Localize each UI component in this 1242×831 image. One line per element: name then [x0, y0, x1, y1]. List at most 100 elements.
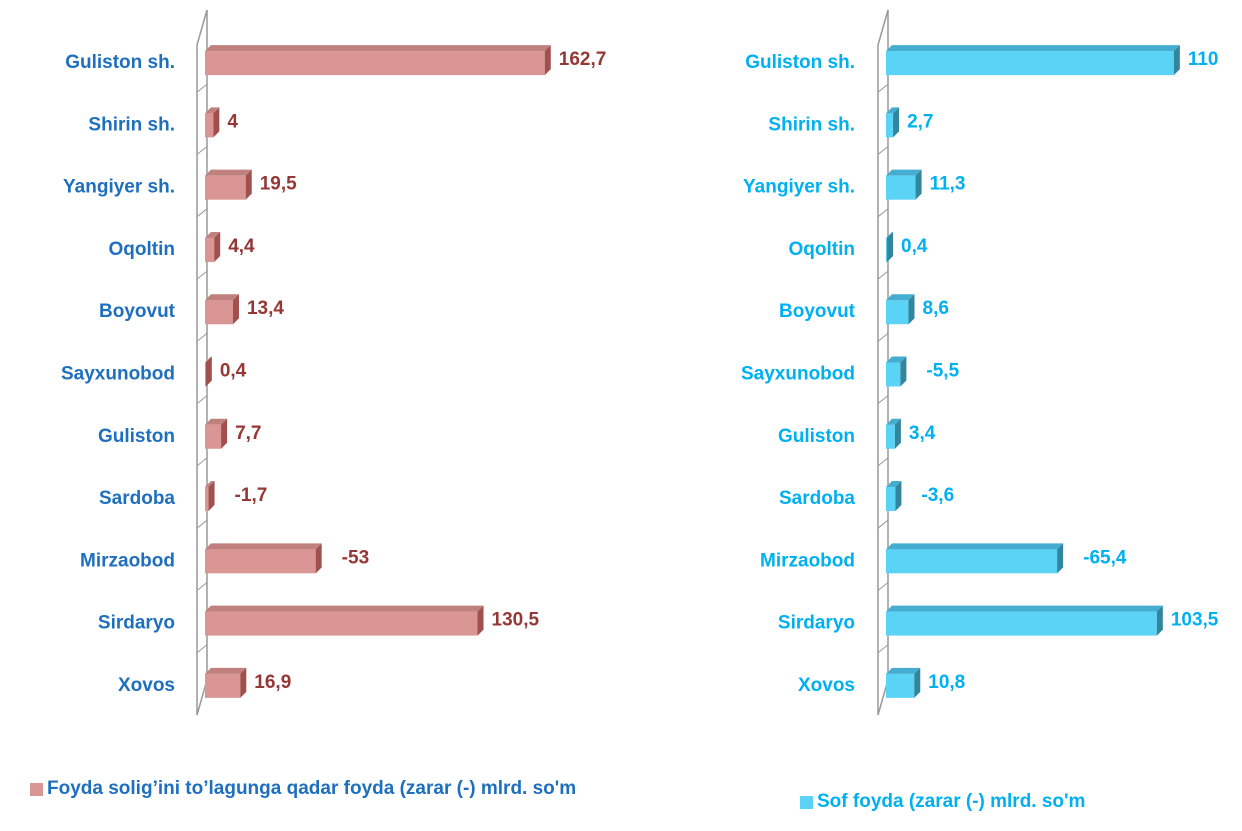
axis-tick — [196, 582, 208, 591]
bar-top — [205, 294, 239, 301]
value-label: 16,9 — [254, 672, 291, 693]
value-label: 2,7 — [907, 111, 933, 132]
value-label: 11,3 — [930, 174, 966, 195]
bar-top — [886, 356, 907, 363]
bar — [886, 424, 895, 449]
bar-top — [205, 481, 215, 488]
bar-top — [886, 543, 1064, 550]
value-label: -1,7 — [235, 485, 268, 506]
bar — [205, 362, 206, 387]
bar-side — [1156, 605, 1163, 636]
legend-label: Foyda solig’ini to’lagunga qadar foyda (… — [47, 778, 577, 799]
bar — [886, 113, 894, 138]
bar — [205, 549, 316, 574]
bar — [205, 51, 545, 76]
value-label: 130,5 — [492, 610, 540, 631]
bar — [886, 487, 896, 512]
bar-top — [886, 605, 1163, 612]
value-label: 4 — [227, 111, 238, 132]
bar-side — [315, 543, 322, 574]
axis-tick — [877, 83, 889, 93]
category-label: Oqoltin — [109, 239, 175, 260]
axis-tick — [877, 644, 889, 654]
axis-tick — [877, 208, 889, 218]
bar-side — [205, 356, 212, 387]
legend-right: Sof foyda (zarar (-) mlrd. so'm — [800, 791, 1085, 813]
bar — [205, 175, 246, 200]
value-label: -5,5 — [926, 361, 959, 382]
category-label: Sardoba — [779, 488, 855, 509]
bar — [205, 237, 215, 262]
value-label: 0,4 — [220, 361, 247, 382]
bar-side — [915, 169, 922, 200]
category-label: Yangiyer sh. — [743, 177, 855, 198]
bar — [886, 300, 909, 325]
axis-tick — [877, 519, 889, 529]
bar — [886, 673, 915, 698]
legend-swatch — [800, 796, 813, 809]
bar — [886, 237, 888, 262]
value-label: 110 — [1188, 49, 1219, 70]
category-label: Shirin sh. — [768, 114, 855, 135]
bar-top — [205, 231, 221, 238]
bar-side — [1173, 45, 1180, 76]
bar-side — [477, 605, 484, 636]
bar-side — [214, 231, 221, 262]
bar-side — [245, 169, 252, 200]
category-label: Mirzaobod — [80, 550, 175, 571]
category-label: Oqoltin — [789, 239, 855, 260]
bar — [205, 611, 478, 636]
axis-tick — [196, 146, 208, 155]
bar — [205, 424, 222, 449]
bar-side — [895, 481, 902, 512]
category-label: Boyovut — [99, 301, 176, 322]
category-label: Xovos — [798, 675, 855, 696]
legend-label: Sof foyda (zarar (-) mlrd. so'm — [817, 791, 1086, 812]
value-label: -3,6 — [921, 485, 954, 506]
bar-top — [205, 418, 228, 425]
axis-tick — [196, 519, 208, 529]
bar-top — [886, 667, 921, 674]
category-label: Sardoba — [99, 488, 175, 509]
category-label: Guliston — [98, 426, 175, 447]
bar-side — [1057, 543, 1064, 574]
bar-side — [544, 45, 551, 76]
axis-tick — [196, 457, 208, 467]
bar-top — [205, 605, 484, 612]
axis-line — [196, 9, 208, 46]
bar-top — [886, 481, 902, 488]
bar-top — [205, 356, 212, 363]
legend-left: Foyda solig’ini to’lagunga qadar foyda (… — [30, 778, 690, 800]
bar — [886, 175, 916, 200]
bar-side — [914, 667, 921, 698]
bar-side — [213, 107, 220, 138]
bar-side — [908, 294, 915, 325]
bar-side — [221, 418, 228, 449]
bar-top — [886, 169, 922, 176]
value-label: 10,8 — [928, 672, 965, 693]
bar-top — [205, 667, 247, 674]
bar — [886, 51, 1174, 76]
value-label: 8,6 — [923, 298, 949, 319]
bar — [205, 487, 209, 512]
category-label: Sirdaryo — [98, 613, 175, 634]
bar — [886, 611, 1157, 636]
category-label: Guliston sh. — [65, 52, 175, 73]
value-label: -65,4 — [1083, 547, 1127, 568]
legend-swatch — [30, 783, 43, 796]
bar-top — [886, 45, 1180, 52]
bar-top — [886, 418, 901, 425]
value-label: 7,7 — [235, 423, 261, 444]
bar — [205, 113, 214, 138]
category-label: Guliston — [778, 426, 855, 447]
axis-tick — [196, 332, 208, 342]
bar-top — [886, 294, 915, 301]
bar — [205, 300, 233, 325]
value-label: 103,5 — [1171, 610, 1219, 631]
value-label: 4,4 — [228, 236, 255, 257]
bar-top — [205, 543, 322, 550]
bar-side — [240, 667, 247, 698]
axis-tick — [196, 83, 208, 93]
value-label: 13,4 — [247, 298, 284, 319]
